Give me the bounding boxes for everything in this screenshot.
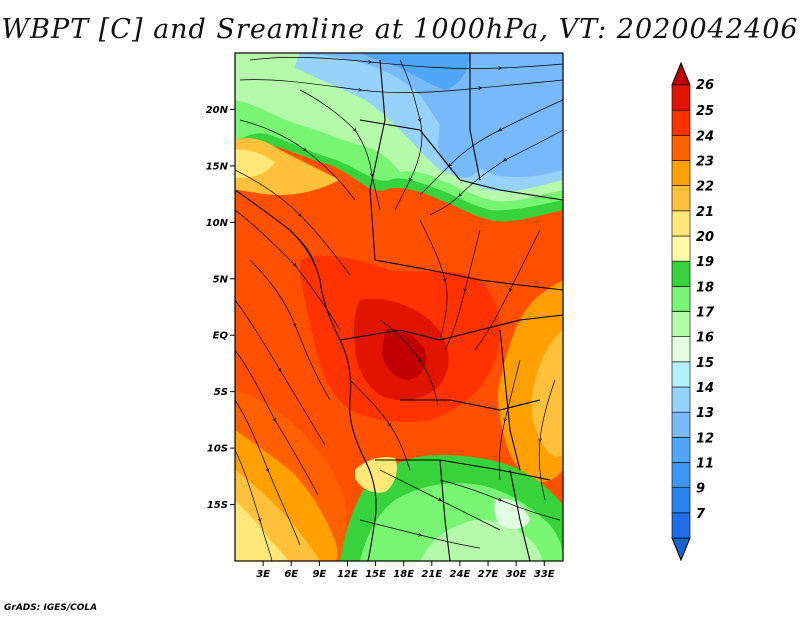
map-frame: [234, 52, 564, 562]
colorbar-swatch: [671, 260, 691, 287]
colorbar-bottom-triangle: [671, 537, 691, 562]
colorbar-label: 24: [696, 129, 714, 144]
colorbar-swatch: [671, 487, 691, 514]
colorbar-top-triangle: [671, 61, 691, 86]
colorbar-swatch: [671, 437, 691, 463]
latitude-axis: 20N 15N 10N 5N EQ 5S 10S 15S: [206, 105, 235, 511]
colorbar-label: 18: [696, 280, 714, 295]
lon-tick-label: 24E: [450, 569, 471, 580]
colorbar-label: 21: [696, 205, 714, 220]
colorbar-label: 15: [696, 356, 714, 371]
colorbar-swatch: [671, 185, 691, 212]
lon-tick-label: 30E: [506, 569, 527, 580]
lon-tick-label: 6E: [284, 569, 298, 580]
lon-tick-label: 21E: [421, 569, 442, 580]
lat-tick-label: EQ: [213, 331, 229, 342]
chart-title: WBPT [C] and Sreamline at 1000hPa, VT: 2…: [1, 14, 799, 45]
colorbar-swatch: [671, 512, 691, 539]
lat-tick-label: 5S: [214, 387, 228, 398]
lon-tick-label: 15E: [365, 569, 386, 580]
colorbar-label: 9: [696, 482, 705, 497]
colorbar-label: 14: [696, 381, 714, 396]
lat-tick-label: 10N: [206, 218, 229, 229]
colorbar-swatch: [671, 235, 691, 262]
lat-tick-label: 15S: [207, 500, 228, 511]
lon-tick-label: 33E: [534, 569, 555, 580]
colorbar-swatch: [671, 210, 691, 237]
colorbar-label: 13: [696, 406, 714, 421]
footer-credit: GrADS: IGES/COLA: [4, 603, 98, 613]
colorbar-label: 11: [696, 457, 714, 472]
longitude-axis: 3E 6E 9E 12E 15E 18E 21E 24E 27E 30E 33E: [256, 561, 555, 580]
colorbar-label: 12: [696, 431, 714, 446]
lat-tick-label: 10S: [207, 444, 228, 455]
colorbar-swatch: [671, 411, 691, 438]
lat-tick-label: 20N: [206, 105, 229, 116]
colorbar-label: 23: [696, 155, 714, 170]
lat-tick-label: 5N: [213, 274, 229, 285]
colorbar-label: 26: [696, 78, 714, 93]
colorbar-swatch: [671, 361, 691, 388]
lat-tick-label: 15N: [206, 161, 229, 172]
colorbar-swatch: [671, 84, 691, 111]
colorbar-swatch: [671, 462, 691, 488]
colorbar-swatch: [671, 311, 691, 337]
colorbar-label: 25: [696, 104, 714, 119]
colorbar-swatch: [671, 386, 691, 413]
colorbar-swatch: [671, 109, 691, 136]
colorbar-swatch: [671, 160, 691, 186]
colorbar-label: 7: [696, 507, 706, 522]
lon-tick-label: 3E: [256, 569, 270, 580]
country-borders: [235, 53, 563, 561]
colorbar-label: 19: [696, 255, 714, 270]
colorbar-label: 17: [696, 306, 715, 321]
colorbar-swatch: [671, 286, 691, 312]
colorbar-swatch: [671, 135, 691, 161]
streamlines: [235, 57, 563, 561]
colorbar-label: 22: [696, 180, 714, 195]
lon-tick-label: 12E: [337, 569, 358, 580]
colorbar-swatch: [671, 336, 691, 363]
lon-tick-label: 18E: [393, 569, 414, 580]
colorbar-label: 16: [696, 331, 714, 346]
wbpt-field: [235, 53, 563, 561]
colorbar: 26 25 24 23 22 21 20 19 18 17 16 15 14 13 12 11 9 7: [671, 61, 715, 562]
lon-tick-label: 27E: [478, 569, 499, 580]
lon-tick-label: 9E: [312, 569, 326, 580]
colorbar-label: 20: [696, 230, 714, 245]
